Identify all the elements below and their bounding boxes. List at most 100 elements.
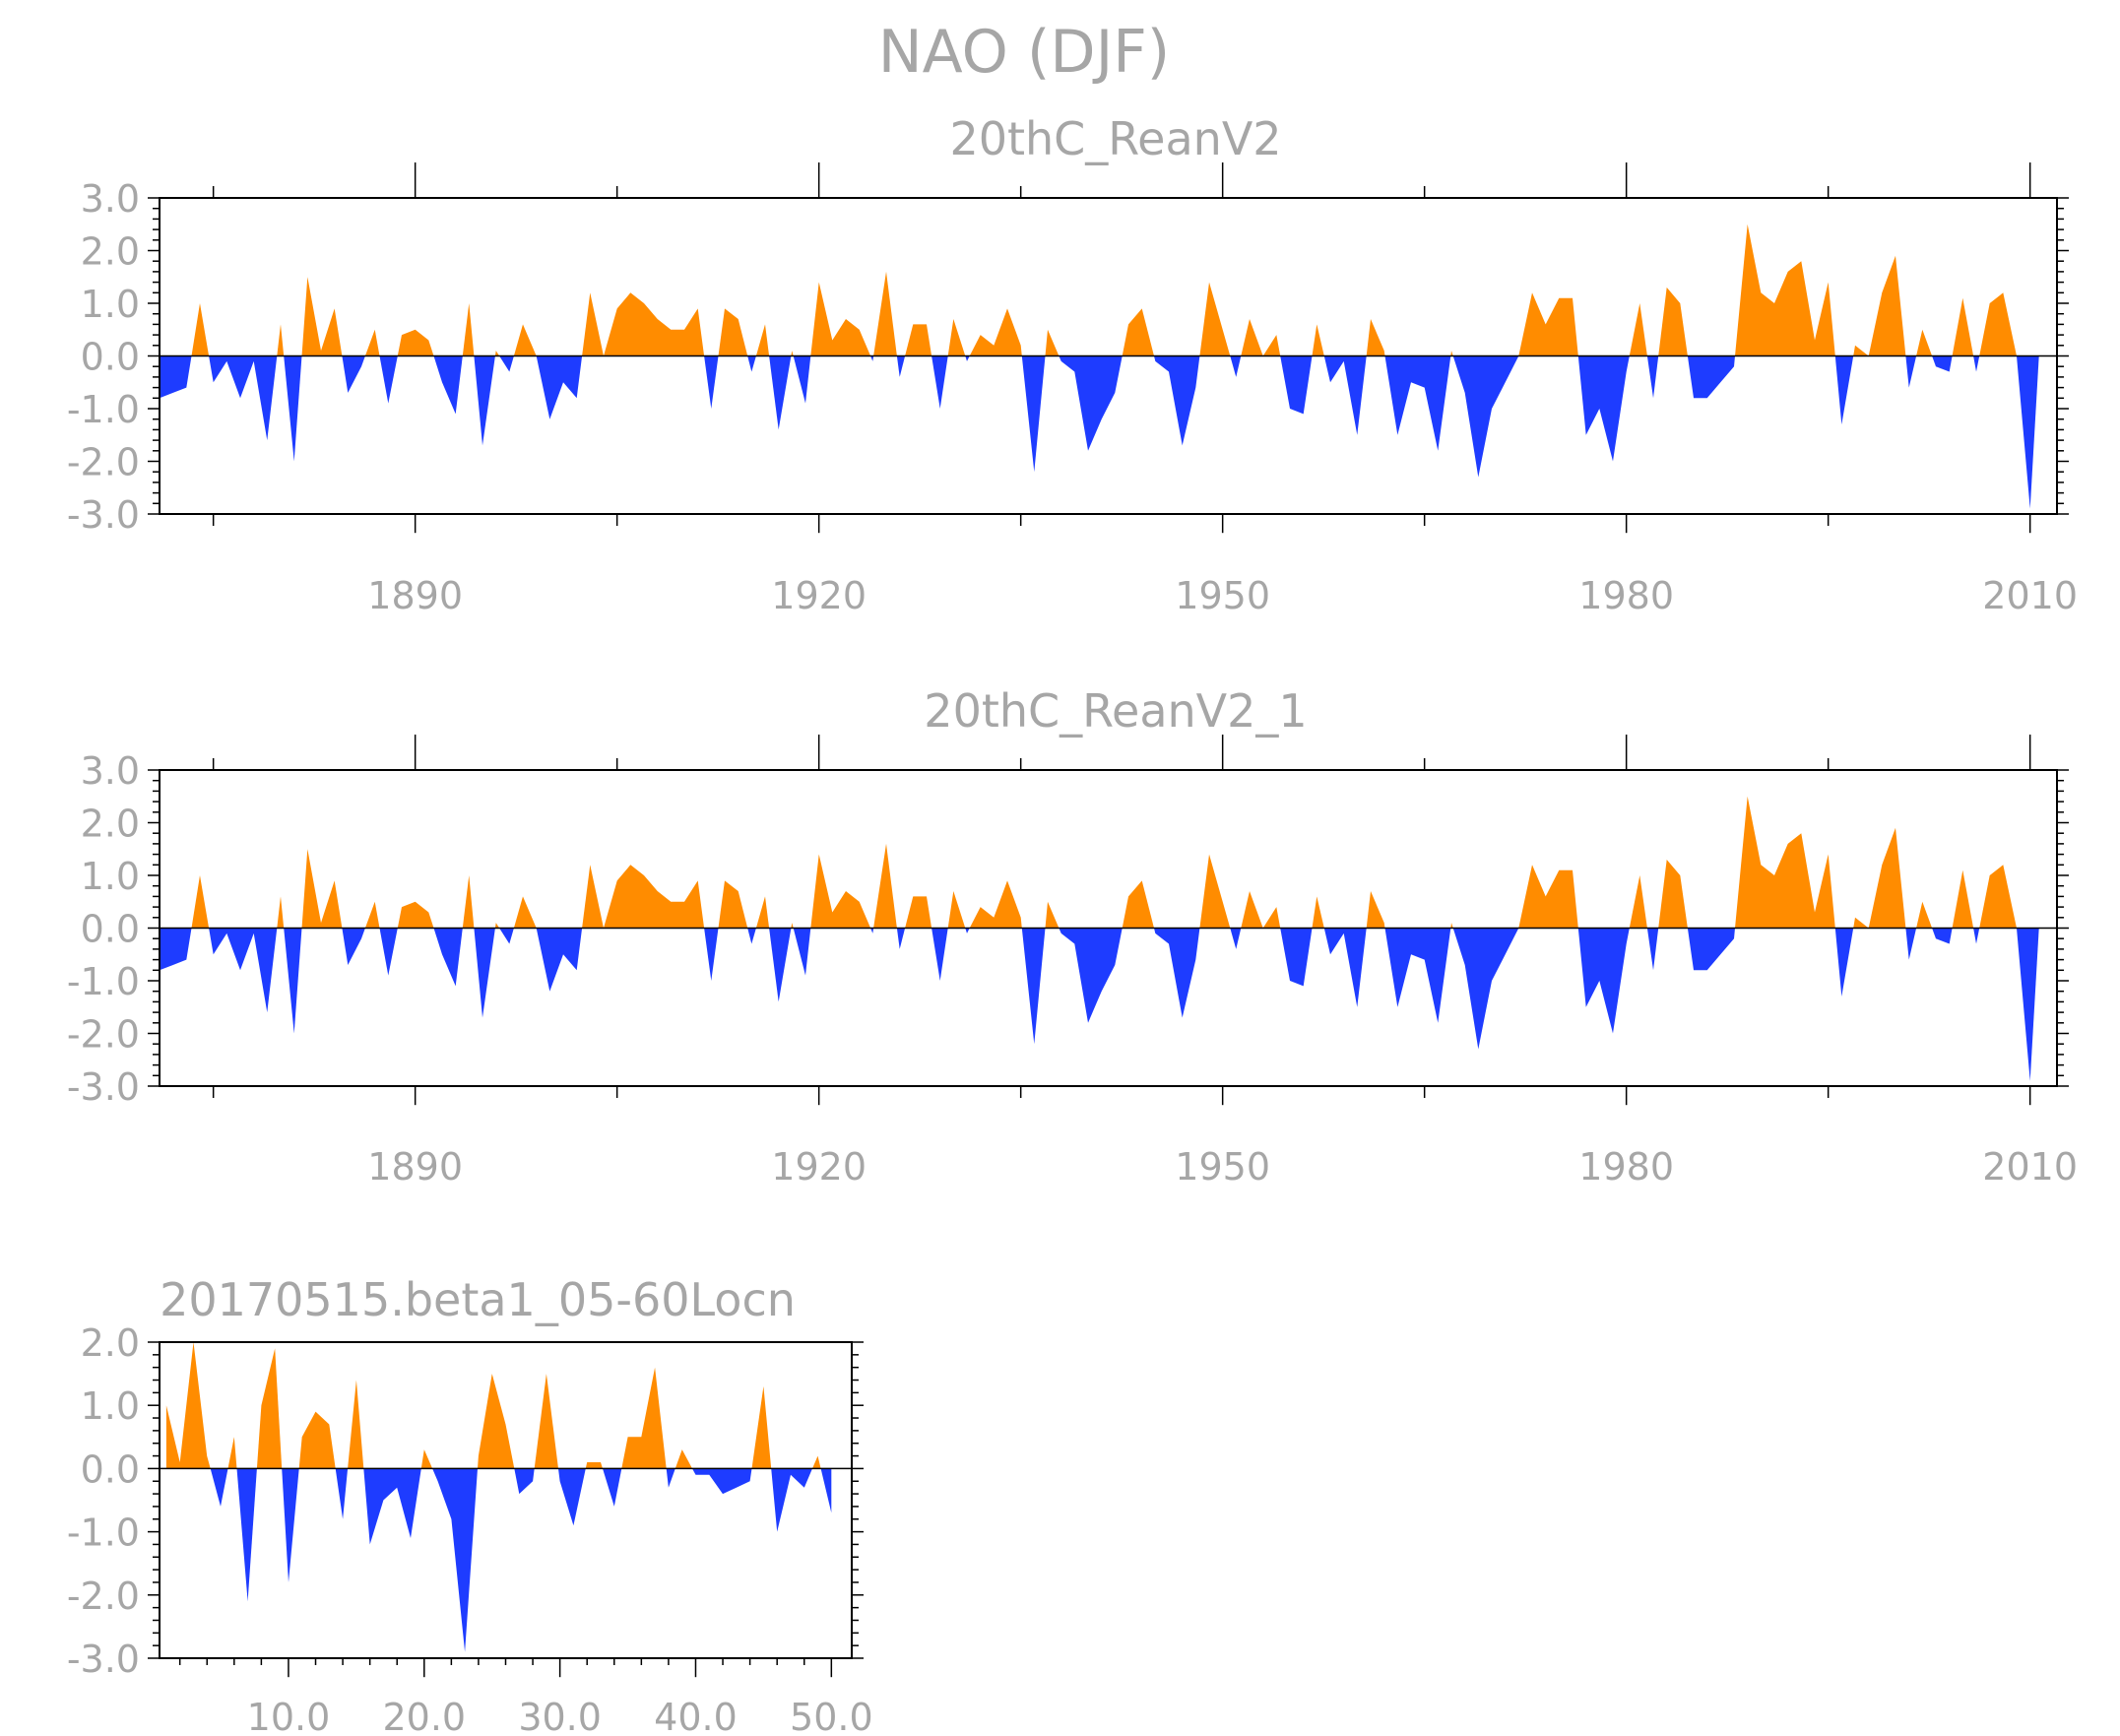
negative-anomaly-fill: [965, 355, 970, 361]
positive-anomaly-fill: [873, 271, 897, 356]
positive-anomaly-fill: [1312, 896, 1324, 929]
x-tick-label: 1950: [1175, 1145, 1270, 1189]
positive-anomaly-fill: [277, 896, 285, 929]
positive-anomaly-fill: [1262, 907, 1281, 929]
positive-anomaly-fill: [364, 901, 380, 929]
y-tick-label: -3.0: [67, 1065, 140, 1109]
negative-anomaly-fill: [209, 355, 278, 441]
positive-anomaly-fill: [478, 1374, 515, 1469]
negative-anomaly-fill: [209, 928, 278, 1013]
positive-anomaly-fill: [1868, 827, 1906, 929]
x-tick-label: 2010: [1982, 1145, 2078, 1189]
negative-anomaly-fill: [1384, 355, 1451, 451]
positive-anomaly-fill: [1916, 901, 1933, 929]
negative-anomaly-fill: [771, 1468, 812, 1532]
negative-anomaly-fill: [514, 1468, 535, 1495]
positive-anomaly-fill: [947, 319, 966, 356]
y-tick-label: 1.0: [81, 855, 140, 898]
y-tick-label: -1.0: [67, 388, 140, 431]
negative-anomaly-fill: [342, 355, 365, 393]
negative-anomaly-fill: [284, 355, 302, 462]
negative-anomaly-fill: [793, 355, 811, 404]
positive-anomaly-fill: [1952, 869, 1974, 929]
positive-anomaly-fill: [165, 1342, 211, 1469]
negative-anomaly-fill: [342, 928, 365, 965]
negative-anomaly-fill: [1323, 928, 1367, 1007]
x-tick-label: 1920: [771, 1145, 867, 1189]
positive-anomaly-fill: [462, 875, 475, 929]
positive-anomaly-fill: [397, 329, 434, 356]
negative-anomaly-fill: [747, 928, 756, 944]
y-tick-label: -3.0: [67, 493, 140, 537]
positive-anomaly-fill: [1045, 901, 1060, 929]
negative-anomaly-fill: [160, 928, 192, 971]
positive-anomaly-fill: [191, 303, 210, 356]
negative-anomaly-fill: [210, 1468, 228, 1507]
panel-beta1-05-60locn: 20170515.beta1_05-60Locn 2.0 1.0 0.0 -1.0 -2…: [67, 1273, 873, 1736]
panel-20thc-reanv2: 20thC_ReanV2 3.0 2.0 1.0 0.0 -1.0 -2.0 -3.0 189…: [67, 112, 2078, 617]
positive-anomaly-fill: [810, 854, 871, 929]
negative-anomaly-fill: [284, 928, 302, 1034]
negative-anomaly-fill: [474, 928, 495, 1018]
positive-anomaly-fill: [718, 308, 748, 356]
x-tick-label: 10.0: [247, 1696, 331, 1736]
negative-anomaly-fill: [1932, 355, 1953, 372]
positive-anomaly-fill: [1045, 329, 1060, 356]
positive-anomaly-fill: [301, 849, 343, 929]
positive-anomaly-fill: [462, 303, 475, 356]
x-tick-label: 20.0: [382, 1696, 466, 1736]
x-tick-label: 1980: [1578, 574, 1674, 617]
negative-anomaly-fill: [432, 1468, 478, 1652]
x-tick-label: 2010: [1982, 574, 2078, 617]
positive-anomaly-fill: [751, 1385, 772, 1469]
negative-anomaly-fill: [1577, 928, 1630, 1034]
negative-anomaly-fill: [1973, 355, 1980, 372]
positive-anomaly-fill: [1518, 865, 1578, 929]
negative-anomaly-fill: [1973, 928, 1980, 944]
negative-anomaly-fill: [1452, 928, 1519, 1050]
negative-anomaly-fill: [896, 928, 906, 949]
y-tick-label: 2.0: [81, 230, 140, 274]
positive-anomaly-fill: [969, 880, 1022, 929]
positive-anomaly-fill: [1853, 917, 1869, 929]
negative-anomaly-fill: [1021, 928, 1046, 1045]
positive-anomaly-fill: [1952, 297, 1974, 356]
negative-anomaly-fill: [335, 1468, 349, 1519]
positive-anomaly-fill: [1122, 880, 1154, 929]
negative-anomaly-fill: [379, 355, 398, 404]
negative-anomaly-fill: [932, 355, 948, 409]
positive-anomaly-fill: [397, 901, 434, 929]
negative-anomaly-fill: [160, 355, 192, 399]
negative-anomaly-fill: [1932, 928, 1953, 944]
positive-anomaly-fill: [1735, 224, 1835, 356]
negative-anomaly-fill: [1646, 928, 1659, 971]
negative-anomaly-fill: [558, 1468, 586, 1526]
negative-anomaly-fill: [704, 355, 719, 409]
y-tick-label: 0.0: [81, 908, 140, 951]
negative-anomaly-fill: [1834, 928, 1854, 997]
positive-anomaly-fill: [1199, 854, 1231, 929]
y-tick-label: 0.0: [81, 336, 140, 379]
negative-anomaly-fill: [666, 1468, 675, 1488]
positive-anomaly-fill: [1366, 319, 1385, 356]
panel-title-20thc-reanv2: 20thC_ReanV2: [949, 112, 1281, 165]
negative-anomaly-fill: [499, 928, 514, 944]
negative-anomaly-fill: [870, 928, 874, 933]
positive-anomaly-fill: [1868, 255, 1906, 356]
positive-anomaly-fill: [947, 891, 966, 929]
y-tick-label: -2.0: [67, 441, 140, 484]
panel-title-20thc-reanv2-1: 20thC_ReanV2_1: [924, 684, 1307, 738]
positive-anomaly-fill: [755, 324, 770, 356]
panel-title-beta1-05-60locn: 20170515.beta1_05-60Locn: [160, 1273, 796, 1326]
negative-anomaly-fill: [603, 1468, 622, 1507]
y-tick-label: -3.0: [67, 1638, 140, 1681]
negative-anomaly-fill: [2017, 928, 2039, 1081]
positive-anomaly-fill: [191, 875, 210, 929]
x-tick-label: 1980: [1578, 1145, 1674, 1189]
x-tick-label: 1920: [771, 574, 867, 617]
y-tick-label: 1.0: [81, 283, 140, 326]
positive-anomaly-fill: [905, 324, 932, 356]
negative-anomaly-fill: [820, 1468, 832, 1513]
positive-anomaly-fill: [718, 880, 748, 929]
